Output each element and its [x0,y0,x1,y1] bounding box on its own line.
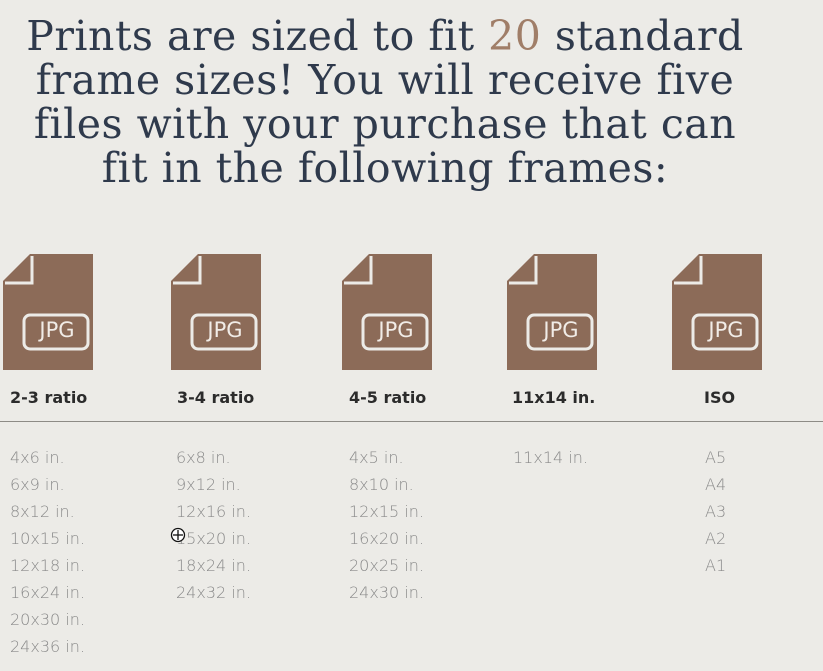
size-item: 16x20 in. [349,529,424,548]
move-cursor-icon [170,527,186,543]
column-header: 11x14 in. [512,388,596,407]
headline-line-1: Prints are sized to fit 20 standard [26,12,744,60]
column-header: 4-5 ratio [349,388,427,407]
headline-line-1-start: Prints are sized to fit [26,12,489,60]
jpg-file-icon: JPG [507,254,597,370]
size-item: 6x8 in. [176,448,231,467]
header-divider [0,421,823,422]
size-item: 15x20 in. [176,529,251,548]
size-item: 24x32 in. [176,583,251,602]
size-item: A4 [705,475,727,494]
column-header: 2-3 ratio [10,388,88,407]
size-item: A1 [705,556,727,575]
jpg-file-icon: JPG [3,254,93,370]
size-item: 8x12 in. [10,502,75,521]
size-item: A5 [705,448,727,467]
headline-line-2: frame sizes! You will receive five [35,56,735,104]
size-item: 8x10 in. [349,475,414,494]
size-item: 16x24 in. [10,583,85,602]
size-list: 6x8 in. 9x12 in. 12x16 in. 15x20 in. 18x24 i… [176,444,251,606]
size-item: 9x12 in. [176,475,241,494]
size-item: 6x9 in. [10,475,65,494]
size-list: A5 A4 A3 A2 A1 [705,444,726,579]
size-item: 11x14 in. [513,448,588,467]
size-item: 12x15 in. [349,502,424,521]
headline-line-3: files with your purchase that can [33,100,737,148]
column-header: ISO [704,388,736,407]
jpg-label: JPG [378,318,414,342]
size-list: 11x14 in. [513,444,588,471]
size-item: 10x15 in. [10,529,85,548]
jpg-label: JPG [708,318,744,342]
size-item: A2 [705,529,727,548]
jpg-file-icon: JPG [171,254,261,370]
headline-line-4: fit in the following frames: [101,144,669,192]
jpg-file-icon: JPG [672,254,762,370]
size-list: 4x5 in. 8x10 in. 12x15 in. 16x20 in. 20x25 i… [349,444,424,606]
size-item: 12x18 in. [10,556,85,575]
jpg-label: JPG [39,318,75,342]
headline: Prints are sized to fit 20 standard fram… [0,14,770,190]
size-item: 24x30 in. [349,583,424,602]
jpg-file-icon: JPG [342,254,432,370]
headline-accent-number: 20 [488,12,542,60]
column-header: 3-4 ratio [177,388,255,407]
size-item: 18x24 in. [176,556,251,575]
size-item: A3 [705,502,727,521]
size-item: 12x16 in. [176,502,251,521]
headline-line-1-end: standard [541,12,744,60]
size-item: 24x36 in. [10,637,85,656]
size-item: 20x30 in. [10,610,85,629]
jpg-label: JPG [207,318,243,342]
size-item: 20x25 in. [349,556,424,575]
size-list: 4x6 in. 6x9 in. 8x12 in. 10x15 in. 12x18 in.… [10,444,85,660]
size-item: 4x5 in. [349,448,404,467]
size-item: 4x6 in. [10,448,65,467]
jpg-label: JPG [543,318,579,342]
